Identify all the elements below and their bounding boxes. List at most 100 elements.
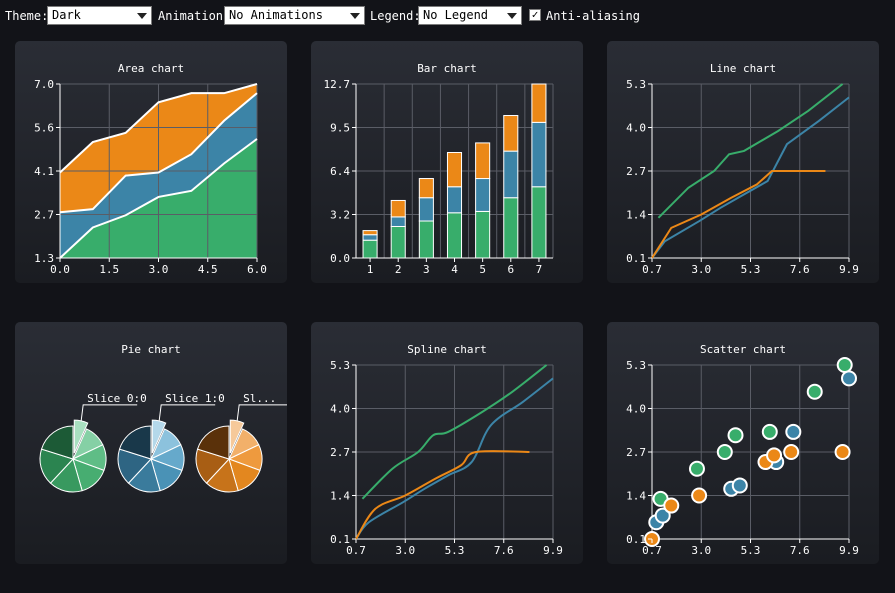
area-series-2-outline: [59, 83, 258, 174]
bar-chart-panel: Bar chart 1 2 3 4 5 6 7 0.0 3.2 6.4 9.5 12.7: [311, 41, 583, 283]
bar-orange-4: [446, 152, 463, 188]
chart-title: Scatter chart: [700, 343, 786, 356]
scatter-point-series-2: [691, 487, 708, 504]
scatter-point-series-2: [766, 447, 783, 464]
bar-green-4: [446, 212, 463, 259]
x-tick-label: 6: [507, 263, 514, 276]
antialiasing-checkbox[interactable]: ✓: [529, 9, 541, 21]
scatter-point-series-2: [834, 444, 851, 460]
x-tick-label: 0.7: [346, 544, 366, 557]
x-tick-label: 5: [479, 263, 486, 276]
pie-slice-label: Slice 0:0: [87, 392, 147, 405]
scatter-point-series-1: [785, 423, 802, 440]
animation-combobox-value: No Animations: [229, 8, 323, 22]
theme-combobox-value: Dark: [52, 8, 81, 22]
bar-orange-6: [503, 115, 519, 152]
bar-green-1: [362, 239, 378, 259]
x-tick-label: 7: [536, 263, 543, 276]
scatter-point-series-0: [761, 423, 778, 440]
chevron-down-icon: [507, 13, 517, 19]
bar-orange-1: [362, 230, 378, 236]
scatter-point-series-0: [806, 383, 823, 400]
animation-combobox[interactable]: No Animations: [224, 6, 365, 25]
scatter-point-series-1: [731, 477, 748, 494]
x-tick-label: 7.6: [790, 263, 810, 276]
line-series-1: [651, 96, 850, 259]
y-tick-label: 2.7: [626, 165, 646, 178]
scatter-chart-panel: Scatter chart 0.1 1.4 2.7 4.0 5.3 0.7 3.0 5.3 7.6…: [607, 322, 879, 564]
x-tick-label: 5.3: [741, 544, 761, 557]
bar-blue-4: [446, 186, 463, 214]
x-tick-label: 2: [395, 263, 402, 276]
bar-green-6: [503, 197, 519, 259]
x-tick-label: 0.7: [642, 263, 662, 276]
animation-label: Animation:: [158, 9, 231, 23]
y-tick-label: 0.0: [330, 252, 350, 265]
chart-title: Spline chart: [407, 343, 486, 356]
chart-title: Pie chart: [121, 343, 181, 356]
bar-green-3: [418, 220, 434, 259]
legend-combobox[interactable]: No Legend: [418, 6, 522, 25]
y-tick-label: 1.4: [626, 209, 646, 222]
bar-orange-3: [418, 178, 434, 199]
x-tick-label: 3.0: [395, 544, 415, 557]
x-tick-label: 3.0: [691, 263, 711, 276]
scatter-point-series-0: [716, 444, 733, 460]
x-tick-label: 5.3: [741, 263, 761, 276]
area-series-1-outline: [59, 92, 258, 214]
antialiasing-label[interactable]: Anti-aliasing: [546, 9, 640, 23]
x-tick-label: 4: [451, 263, 458, 276]
bar-blue-1: [362, 234, 378, 241]
scatter-point-series-0: [727, 427, 744, 444]
y-tick-label: 0.1: [330, 533, 350, 546]
scatter-point-series-2: [663, 497, 680, 514]
scatter-point-series-1: [841, 370, 857, 387]
scatter-chart: Scatter chart 0.1 1.4 2.7 4.0 5.3 0.7 3.0 5.3 7.6…: [626, 343, 859, 557]
x-tick-label: 0.0: [50, 263, 70, 276]
bar-green-7: [531, 186, 547, 259]
chart-title: Bar chart: [417, 62, 477, 75]
y-tick-label: 12.7: [324, 78, 351, 91]
scatter-point-series-1: [654, 507, 671, 524]
spline-chart: Spline chart 0.1 1.4 2.7 4.0 5.3 0.7 3.0 5.3 7.6 9…: [330, 343, 563, 557]
y-tick-label: 2.7: [34, 209, 54, 222]
legend-combobox-value: No Legend: [423, 8, 489, 22]
toolbar: Theme: Dark Animation: No Animations Leg…: [0, 0, 895, 32]
legend-label: Legend:: [370, 9, 421, 23]
x-tick-label: 9.9: [839, 263, 859, 276]
x-tick-label: 3.0: [149, 263, 169, 276]
y-tick-label: 0.1: [626, 252, 646, 265]
y-tick-label: 9.5: [330, 122, 350, 135]
theme-combobox[interactable]: Dark: [47, 6, 152, 25]
pie-label-leader: [158, 404, 216, 421]
line-series-2: [651, 170, 826, 259]
x-tick-label: 0.7: [642, 544, 662, 557]
x-tick-label: 7.6: [494, 544, 514, 557]
y-tick-label: 4.1: [34, 165, 54, 178]
x-tick-label: 3.0: [691, 544, 711, 557]
x-tick-label: 1: [367, 263, 374, 276]
bar-chart: Bar chart 1 2 3 4 5 6 7 0.0 3.2 6.4 9.5 12.7: [324, 62, 554, 276]
pie-label-leader: [80, 404, 138, 421]
line-chart-panel: Line chart 0.1 1.4 2.7 4.0 5.3 0.7 3.0 5.3 7.6 9.9: [607, 41, 879, 283]
x-tick-label: 5.3: [445, 544, 465, 557]
y-tick-label: 2.7: [626, 446, 646, 459]
y-tick-label: 4.0: [330, 403, 350, 416]
scatter-point-series-2: [783, 444, 800, 460]
spline-series-2: [355, 450, 530, 540]
x-tick-label: 6.0: [247, 263, 267, 276]
chevron-down-icon: [350, 13, 360, 19]
x-tick-label: 3: [423, 263, 430, 276]
y-tick-label: 1.3: [34, 252, 54, 265]
bar-green-2: [390, 225, 406, 259]
bar-orange-7: [531, 83, 547, 123]
pie-slice-label: Slice 1:0: [165, 392, 225, 405]
checkmark-icon: ✓: [531, 8, 539, 21]
y-tick-label: 5.6: [34, 122, 54, 135]
y-tick-label: 5.3: [626, 78, 646, 91]
area-chart-panel: Area chart 1.3 2.7 4.1 5.6 7.0 0.0 1.5 3.0 4.5 6.0: [15, 41, 287, 283]
bar-blue-2: [390, 216, 406, 227]
x-tick-label: 1.5: [99, 263, 119, 276]
x-tick-label: 9.9: [839, 544, 859, 557]
pie-label-leader: [236, 404, 287, 421]
